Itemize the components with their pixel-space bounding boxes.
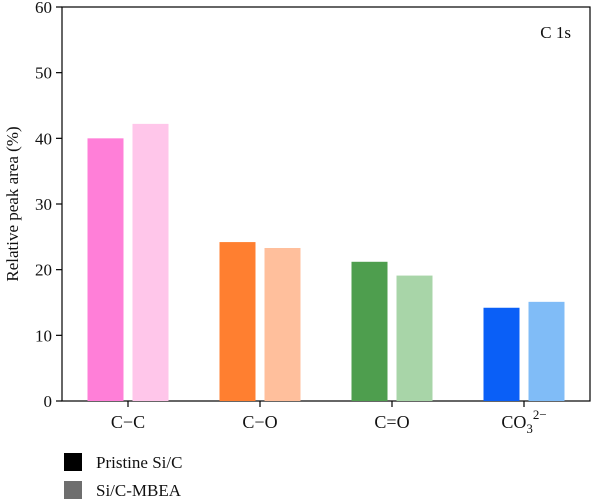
y-axis-title: Relative peak area (%) <box>3 126 22 281</box>
bar-pristine-4 <box>483 307 520 401</box>
legend-label: Si/C-MBEA <box>96 481 182 500</box>
bar-mbea-4 <box>528 301 565 401</box>
x-tick-label: CO32− <box>501 407 546 436</box>
bar-pristine-2 <box>219 242 256 401</box>
y-tick-label: 20 <box>35 261 52 280</box>
x-tick-label: C−O <box>242 412 277 432</box>
y-tick-label: 40 <box>35 129 52 148</box>
legend-label: Pristine Si/C <box>96 453 182 472</box>
legend: Pristine Si/C Si/C-MBEA <box>64 453 182 500</box>
bar-mbea-2 <box>264 247 301 401</box>
y-tick-label: 50 <box>35 64 52 83</box>
y-tick-label: 10 <box>35 326 52 345</box>
x-tick-label-text: C−O <box>242 412 277 432</box>
legend-swatch <box>64 453 82 471</box>
bar-pristine-1 <box>87 138 124 402</box>
x-tick-label-superscript: 2− <box>533 407 547 422</box>
x-tick-label-text: C=O <box>374 412 409 432</box>
x-tick-label-text: CO <box>501 412 526 432</box>
x-axis-ticks: C−C C−O C=O CO32− <box>111 401 547 436</box>
y-tick-label: 30 <box>35 195 52 214</box>
x-tick-label-subscript: 3 <box>526 421 533 436</box>
x-tick-label: C−C <box>111 412 145 432</box>
panel-annotation: C 1s <box>540 23 571 42</box>
bar-pristine-3 <box>351 261 388 401</box>
bar-mbea-1 <box>132 123 169 402</box>
legend-swatch <box>64 481 82 499</box>
bars-group <box>87 123 565 402</box>
x-tick-label: C=O <box>374 412 409 432</box>
y-tick-label: 60 <box>35 0 52 17</box>
x-tick-label-text: C−C <box>111 412 145 432</box>
y-tick-label: 0 <box>44 392 53 411</box>
bar-mbea-3 <box>396 275 433 401</box>
y-axis-ticks: 0 10 20 30 40 50 60 <box>35 0 62 411</box>
